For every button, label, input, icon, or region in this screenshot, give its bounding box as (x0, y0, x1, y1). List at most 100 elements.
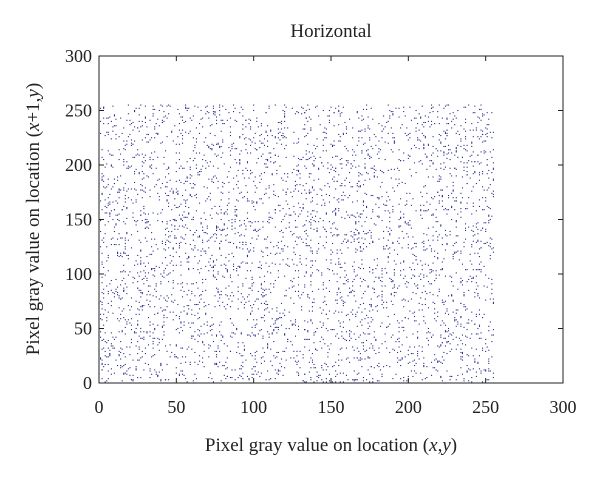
scatter-point (195, 164, 197, 166)
scatter-point (268, 216, 270, 218)
scatter-point (183, 216, 185, 218)
scatter-point (349, 118, 351, 120)
scatter-point (104, 341, 106, 343)
scatter-point (260, 287, 262, 289)
scatter-point (301, 159, 303, 161)
scatter-point (475, 315, 477, 318)
scatter-point (257, 371, 259, 373)
scatter-point (347, 240, 349, 242)
scatter-point (381, 322, 383, 324)
scatter-point (475, 371, 477, 373)
scatter-point (274, 279, 276, 282)
scatter-point (466, 308, 468, 310)
scatter-point (471, 145, 473, 148)
scatter-point (228, 260, 230, 262)
scatter-point (110, 210, 112, 212)
scatter-point (166, 350, 168, 352)
scatter-point (446, 129, 448, 131)
scatter-point (332, 251, 334, 253)
scatter-point (352, 289, 354, 291)
scatter-point (168, 194, 170, 197)
scatter-point (243, 196, 245, 198)
scatter-point (379, 149, 382, 151)
scatter-point (212, 165, 214, 167)
scatter-point (489, 258, 491, 260)
scatter-point (152, 212, 154, 214)
scatter-point (129, 374, 131, 376)
scatter-point (113, 296, 116, 298)
scatter-point (404, 182, 406, 185)
scatter-point (154, 275, 156, 277)
scatter-point (313, 179, 315, 181)
scatter-point (107, 254, 109, 257)
scatter-point (129, 322, 131, 324)
scatter-point (200, 118, 202, 120)
scatter-point (120, 271, 122, 273)
scatter-point (361, 174, 363, 176)
scatter-point (482, 197, 484, 199)
scatter-point (110, 373, 112, 375)
scatter-point (134, 220, 136, 222)
scatter-point (268, 265, 270, 267)
scatter-point (137, 281, 139, 283)
scatter-point (138, 172, 140, 174)
scatter-point (126, 167, 128, 169)
scatter-point (198, 272, 201, 274)
scatter-point (130, 338, 133, 340)
scatter-point (378, 277, 380, 279)
scatter-point (347, 295, 349, 297)
scatter-point (171, 230, 173, 233)
scatter-point (296, 169, 298, 171)
scatter-point (415, 362, 417, 364)
scatter-point (407, 282, 409, 284)
scatter-point (423, 144, 425, 146)
scatter-point (372, 287, 374, 289)
scatter-point (180, 321, 182, 323)
scatter-point (336, 155, 338, 157)
scatter-point (328, 290, 330, 292)
scatter-point (206, 227, 208, 229)
scatter-point (338, 337, 340, 339)
scatter-point (403, 277, 405, 279)
scatter-point (291, 324, 293, 326)
scatter-point (217, 300, 219, 302)
scatter-point (313, 220, 315, 222)
scatter-point (410, 148, 412, 150)
scatter-point (376, 176, 378, 178)
scatter-point (138, 107, 140, 109)
scatter-point (387, 257, 389, 259)
scatter-point (138, 346, 140, 348)
scatter-point (284, 173, 286, 175)
scatter-point (259, 198, 261, 200)
scatter-point (284, 115, 286, 117)
scatter-point (321, 162, 323, 164)
scatter-point (112, 166, 114, 168)
scatter-point (228, 298, 230, 300)
scatter-point (356, 357, 358, 359)
scatter-point (364, 350, 366, 352)
scatter-point (437, 116, 439, 118)
scatter-point (242, 241, 244, 243)
scatter-point (463, 303, 465, 306)
scatter-point (147, 213, 150, 215)
scatter-point (143, 336, 145, 338)
scatter-point (226, 270, 228, 272)
scatter-point (446, 242, 448, 245)
scatter-point (248, 294, 250, 296)
scatter-point (332, 366, 334, 368)
scatter-point (443, 209, 445, 211)
scatter-point (130, 123, 133, 125)
scatter-point (212, 323, 214, 325)
scatter-point (446, 123, 448, 125)
scatter-point (345, 241, 348, 243)
scatter-point (438, 290, 440, 292)
scatter-point (178, 214, 180, 216)
scatter-point (420, 209, 422, 211)
scatter-point (321, 347, 323, 349)
scatter-point (225, 235, 227, 237)
scatter-point (158, 178, 160, 180)
scatter-point (172, 218, 174, 221)
scatter-point (140, 306, 142, 308)
scatter-point (103, 297, 105, 299)
scatter-point (274, 320, 276, 322)
